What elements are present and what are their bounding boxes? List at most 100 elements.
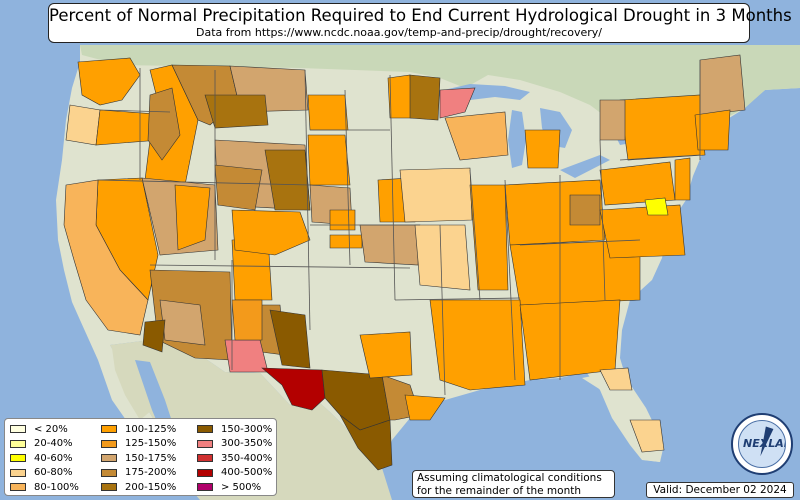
region-az-dark xyxy=(142,319,166,353)
legend-item: 40-60% xyxy=(10,451,79,466)
region-nm-orange xyxy=(231,299,263,341)
legend-label: 350-400% xyxy=(221,452,273,464)
legend-column-2: 100-125% 125-150% 150-175% 175-200% 200-150% xyxy=(101,422,176,495)
legend-column-3: 150-300% 300-350% 350-400% 400-500% > 500% xyxy=(197,422,272,495)
map-subtitle: Data from https://www.ncdc.noaa.gov/temp… xyxy=(196,26,602,39)
legend-swatch xyxy=(197,483,213,492)
region-ny xyxy=(619,94,706,161)
legend-item: 175-200% xyxy=(101,466,176,481)
border-line xyxy=(619,154,701,161)
legend-swatch xyxy=(197,425,213,434)
region-fl-south xyxy=(629,419,665,453)
assumption-note: Assuming climatological conditions for t… xyxy=(412,470,615,498)
legend-swatch xyxy=(101,454,117,463)
region-mn-pink xyxy=(439,87,476,119)
region-mi xyxy=(524,129,561,169)
region-fl-tip xyxy=(599,367,633,391)
border-line xyxy=(504,179,516,381)
legend-item: 350-400% xyxy=(197,451,272,466)
region-ny-tan xyxy=(599,99,626,141)
logo-text: NEXLAB xyxy=(743,437,785,450)
legend-item: < 20% xyxy=(10,422,79,437)
legend-label: 300-350% xyxy=(221,438,273,450)
legend-swatch xyxy=(101,468,117,477)
region-ms-al xyxy=(519,299,621,381)
state-boundaries xyxy=(97,60,701,396)
region-south-central xyxy=(429,299,526,391)
border-line xyxy=(469,169,481,301)
assumption-note-line-1: Assuming climatological conditions xyxy=(417,472,602,484)
region-oregon-coast xyxy=(65,104,101,146)
region-montana-brown xyxy=(204,94,269,129)
region-ia xyxy=(399,167,473,223)
legend-label: 400-500% xyxy=(221,467,273,479)
region-mn-dark xyxy=(409,74,441,121)
legend-label: < 20% xyxy=(34,423,68,435)
legend-swatch xyxy=(10,439,26,448)
region-tx-south xyxy=(339,414,393,471)
legend-item: 300-350% xyxy=(197,437,272,452)
legend-label: 150-175% xyxy=(125,452,177,464)
map-title: Percent of Normal Precipitation Required… xyxy=(49,6,792,25)
border-line xyxy=(599,139,606,301)
border-line xyxy=(99,109,171,113)
lake-michigan xyxy=(508,110,526,168)
logo-globe-icon: NEXLAB xyxy=(738,420,786,468)
region-wyoming-dark xyxy=(264,149,311,211)
legend-item: 125-150% xyxy=(101,437,176,452)
legend-item: 100-125% xyxy=(101,422,176,437)
region-dakotas-orange xyxy=(307,94,349,131)
border-line xyxy=(439,224,446,396)
region-mn-orange xyxy=(387,74,413,119)
region-md-yellow xyxy=(644,197,669,216)
legend: < 20% 20-40% 40-60% 60-80% 80-100% 100-125% 1… xyxy=(4,418,277,496)
border-line xyxy=(97,179,311,186)
region-nj xyxy=(674,157,691,201)
region-sd-orange xyxy=(307,134,351,186)
legend-label: 125-150% xyxy=(125,438,177,450)
assumption-note-line-2: for the remainder of the month xyxy=(417,484,582,497)
region-pnw-orange xyxy=(77,57,141,106)
region-mo xyxy=(414,224,471,291)
region-tx-gulf xyxy=(404,394,446,421)
border-line xyxy=(304,69,311,331)
legend-label: > 500% xyxy=(221,481,262,493)
region-il xyxy=(469,184,509,291)
legend-label: 175-200% xyxy=(125,467,177,479)
legend-item: 150-300% xyxy=(197,422,272,437)
legend-item: 20-40% xyxy=(10,437,79,452)
legend-label: 100-125% xyxy=(125,423,177,435)
region-nm-dark xyxy=(269,309,311,369)
legend-item: 400-500% xyxy=(197,466,272,481)
region-ne-coast xyxy=(694,109,731,151)
legend-item: 80-100% xyxy=(10,480,79,495)
region-va-nc xyxy=(599,204,686,259)
legend-swatch xyxy=(197,439,213,448)
region-utah-orange xyxy=(174,184,211,251)
region-ne-orange xyxy=(329,209,356,231)
lake-erie xyxy=(560,155,610,178)
region-idaho-brown xyxy=(147,87,181,161)
legend-swatch xyxy=(10,454,26,463)
region-ok xyxy=(359,331,413,379)
legend-label: 60-80% xyxy=(34,467,73,479)
region-wi xyxy=(444,111,509,161)
legend-swatch xyxy=(197,468,213,477)
legend-swatch xyxy=(101,439,117,448)
legend-item: > 500% xyxy=(197,480,272,495)
region-arizona-tan xyxy=(159,299,206,346)
legend-label: 200-150% xyxy=(125,481,177,493)
border-line xyxy=(149,264,411,269)
legend-swatch xyxy=(10,483,26,492)
region-ks-mix xyxy=(359,224,421,266)
border-line xyxy=(344,89,351,266)
legend-swatch xyxy=(10,425,26,434)
nexlab-logo: NEXLAB xyxy=(731,413,793,475)
legend-swatch xyxy=(197,454,213,463)
legend-swatch xyxy=(101,425,117,434)
region-ks-orange xyxy=(329,234,363,249)
legend-label: 20-40% xyxy=(34,438,73,450)
region-california xyxy=(63,179,149,336)
legend-label: 150-300% xyxy=(221,423,273,435)
region-new-england xyxy=(699,54,746,116)
